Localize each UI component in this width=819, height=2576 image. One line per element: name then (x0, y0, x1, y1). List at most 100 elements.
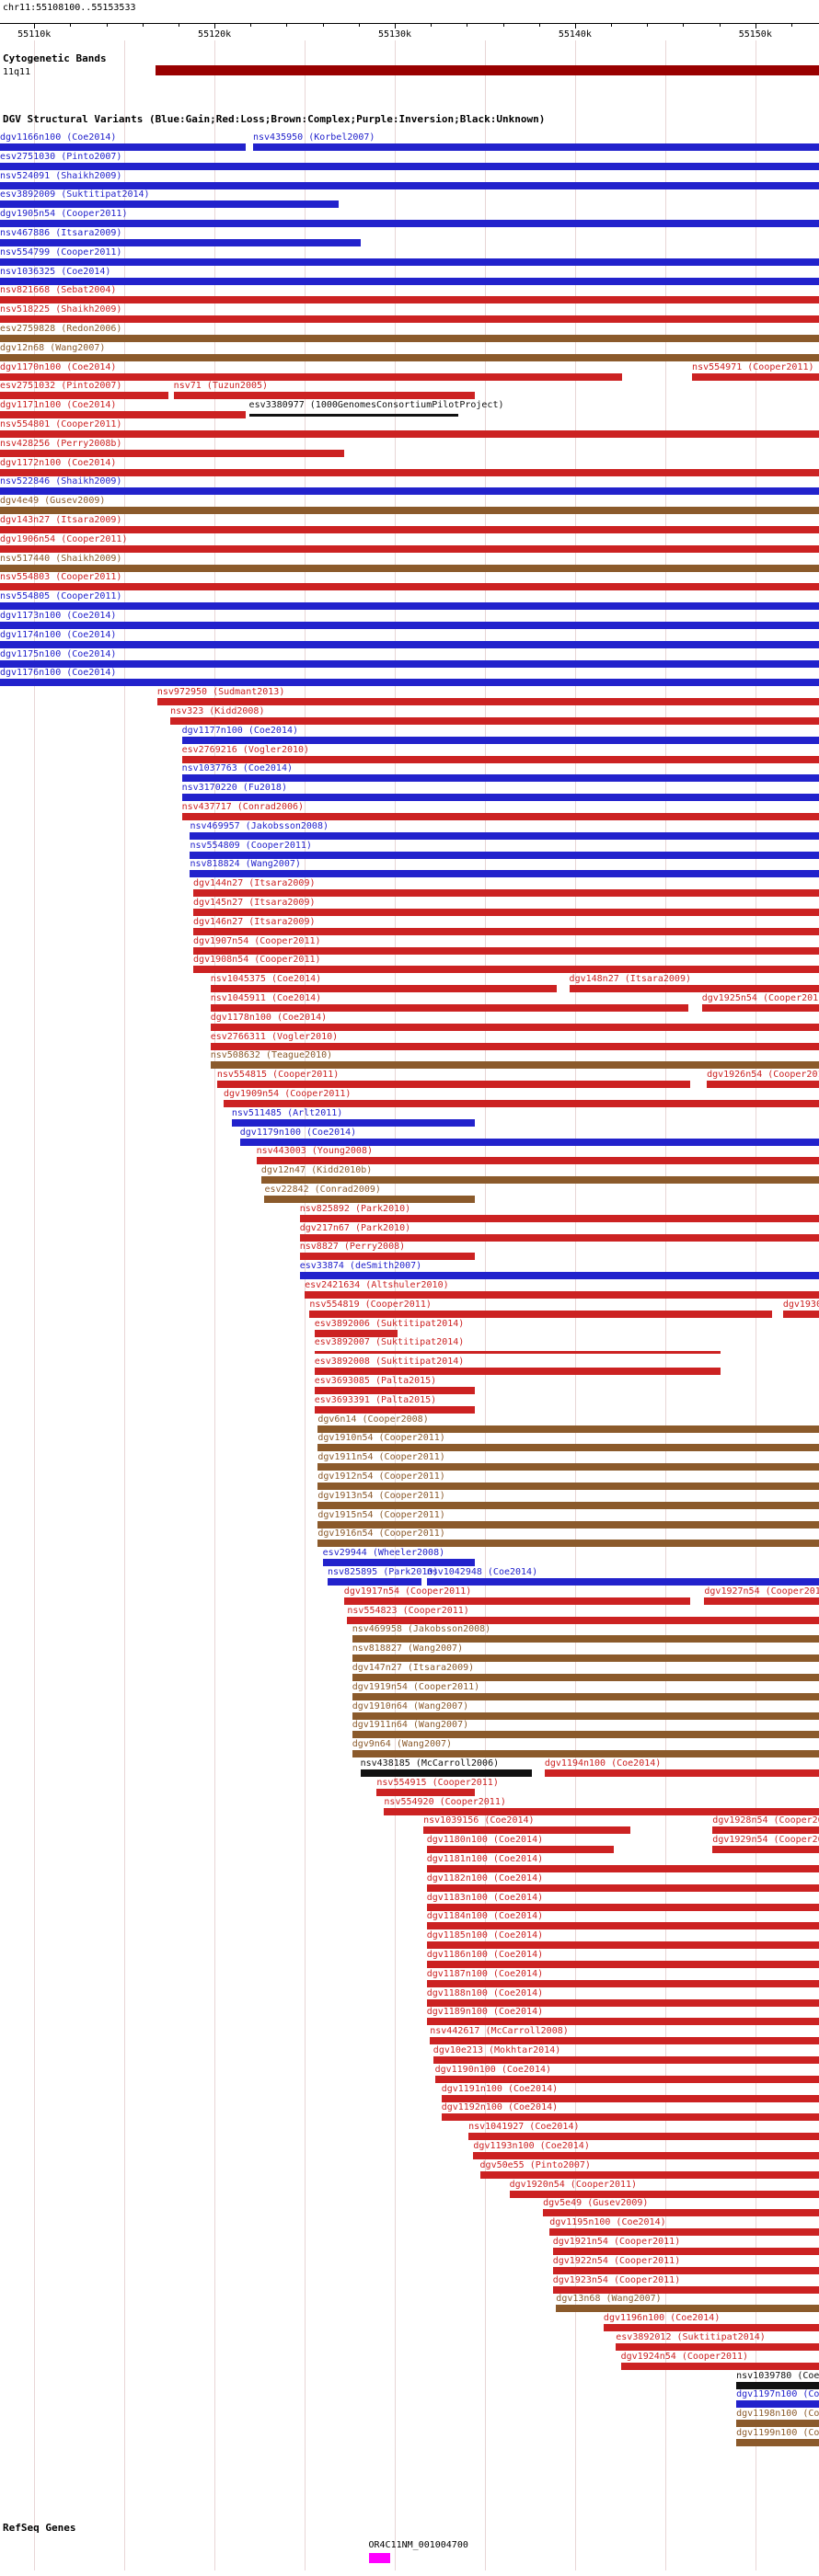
gene-box[interactable] (368, 2553, 390, 2563)
variant-bar[interactable] (426, 1865, 819, 1872)
variant-bar[interactable] (426, 1961, 819, 1968)
variant-label[interactable]: nsv1045911 (Coe2014) (210, 993, 322, 1003)
variant-bar[interactable] (603, 2324, 819, 2332)
variant-label[interactable]: nsv3170220 (Fu2018) (181, 783, 287, 794)
variant-bar[interactable] (193, 927, 819, 935)
variant-bar[interactable] (0, 353, 819, 361)
variant-label[interactable]: dgv1924n54 (Cooper2011) (620, 2351, 749, 2362)
variant-label[interactable]: nsv435950 (Korbel2007) (253, 132, 375, 143)
variant-label[interactable]: nsv508632 (Teague2010) (210, 1050, 333, 1061)
variant-bar[interactable] (0, 335, 819, 342)
variant-bar[interactable] (181, 794, 819, 802)
variant-label[interactable]: dgv1909n54 (Cooper2011) (223, 1089, 352, 1099)
variant-label[interactable]: esv2766311 (Vogler2010) (210, 1031, 339, 1042)
variant-label[interactable]: dgv1926n54 (Cooper2011) (707, 1070, 819, 1081)
variant-label[interactable]: nsv437717 (Conrad2006) (181, 802, 305, 812)
variant-bar[interactable] (0, 583, 819, 591)
variant-label[interactable]: nsv972950 (Sudmant2013) (156, 687, 285, 698)
variant-label[interactable]: esv22842 (Conrad2009) (264, 1185, 381, 1195)
variant-label[interactable]: nsv511485 (Arlt2011) (231, 1107, 343, 1118)
variant-bar[interactable] (0, 679, 819, 687)
variant-label[interactable]: dgv1175n100 (Coe2014) (0, 648, 117, 659)
variant-bar[interactable] (0, 564, 819, 572)
variant-label[interactable]: nsv1036325 (Coe2014) (0, 266, 111, 277)
variant-bar[interactable] (309, 1310, 773, 1318)
variant-bar[interactable] (193, 966, 819, 974)
variant-bar[interactable] (434, 2075, 819, 2083)
variant-label[interactable]: nsv825895 (Park2010) (328, 1567, 439, 1577)
variant-bar[interactable] (347, 1616, 819, 1624)
variant-bar[interactable] (0, 372, 623, 381)
variant-label[interactable]: dgv217n67 (Park2010) (299, 1222, 411, 1233)
variant-bar[interactable] (181, 813, 819, 820)
variant-label[interactable]: dgv6n14 (Cooper2008) (317, 1414, 429, 1425)
variant-bar[interactable] (173, 392, 476, 400)
variant-label[interactable]: dgv146n27 (Itsara2009) (193, 916, 316, 927)
variant-bar[interactable] (299, 1272, 819, 1280)
variant-label[interactable]: dgv1170n100 (Coe2014) (0, 361, 117, 372)
variant-label[interactable]: dgv1923n54 (Cooper2011) (552, 2274, 681, 2285)
variant-bar[interactable] (433, 2056, 819, 2064)
variant-label[interactable]: dgv1927n54 (Cooper2011) (704, 1586, 819, 1597)
variant-bar[interactable] (170, 717, 819, 725)
variant-bar[interactable] (210, 1023, 819, 1031)
variant-bar[interactable] (0, 220, 819, 228)
variant-bar[interactable] (223, 1100, 819, 1107)
variant-label[interactable]: dgv1916n54 (Cooper2011) (317, 1528, 445, 1540)
variant-label[interactable]: dgv1915n54 (Cooper2011) (317, 1509, 445, 1520)
variant-label[interactable]: esv3892012 (Suktitipat2014) (616, 2332, 766, 2342)
variant-label[interactable]: dgv1929n54 (Cooper2011) (712, 1835, 819, 1846)
variant-bar[interactable] (343, 1597, 691, 1605)
variant-bar[interactable] (0, 392, 169, 400)
variant-bar[interactable] (692, 372, 819, 381)
variant-bar[interactable] (441, 2113, 819, 2122)
variant-bar[interactable] (0, 602, 819, 611)
variant-bar[interactable] (0, 468, 819, 476)
variant-label[interactable]: nsv469957 (Jakobsson2008) (190, 820, 329, 831)
variant-label[interactable]: dgv1174n100 (Coe2014) (0, 629, 117, 640)
variant-bar[interactable] (360, 1769, 533, 1777)
variant-label[interactable]: nsv1037763 (Coe2014) (181, 763, 293, 774)
variant-label[interactable]: dgv1925n54 (Cooper2011) (701, 993, 819, 1003)
variant-label[interactable]: nsv469958 (Jakobsson2008) (352, 1624, 491, 1635)
variant-label[interactable]: dgv1910n64 (Wang2007) (352, 1700, 469, 1712)
variant-label[interactable]: nsv1045375 (Coe2014) (210, 974, 322, 985)
variant-bar[interactable] (317, 1425, 819, 1433)
variant-label[interactable]: nsv1042948 (Coe2014) (426, 1567, 538, 1577)
variant-label[interactable]: nsv438185 (McCarroll2006) (360, 1758, 500, 1769)
variant-label[interactable]: esv3892009 (Suktitipat2014) (0, 189, 150, 200)
variant-bar[interactable] (0, 411, 246, 419)
variant-bar[interactable] (260, 1176, 819, 1185)
variant-label[interactable]: dgv1197n100 (Coe2014) (736, 2389, 819, 2400)
variant-bar[interactable] (782, 1310, 819, 1318)
variant-label[interactable]: esv2751030 (Pinto2007) (0, 151, 122, 162)
variant-label[interactable]: dgv1930n54 (Cooper2011) (782, 1299, 819, 1310)
variant-label[interactable]: dgv12n47 (Kidd2010b) (260, 1165, 373, 1176)
variant-label[interactable]: dgv143n27 (Itsara2009) (0, 515, 122, 525)
variant-label[interactable]: nsv522846 (Shaikh2009) (0, 476, 122, 487)
variant-label[interactable]: dgv1928n54 (Cooper2011) (712, 1815, 819, 1826)
variant-bar[interactable] (0, 487, 819, 496)
variant-label[interactable]: nsv554971 (Cooper2011) (692, 361, 814, 372)
variant-bar[interactable] (352, 1635, 819, 1643)
variant-label[interactable]: nsv554915 (Cooper2011) (376, 1777, 499, 1788)
variant-bar[interactable] (190, 851, 819, 859)
variant-label[interactable]: nsv71 (Tuzun2005) (173, 381, 269, 392)
variant-label[interactable]: nsv442617 (McCarroll2008) (430, 2026, 569, 2037)
variant-label[interactable]: dgv1196n100 (Coe2014) (603, 2313, 721, 2324)
variant-bar[interactable] (552, 2285, 819, 2294)
variant-label[interactable]: dgv1905n54 (Cooper2011) (0, 209, 128, 220)
variant-label[interactable]: dgv144n27 (Itsara2009) (193, 878, 316, 889)
variant-bar[interactable] (0, 162, 819, 170)
variant-bar[interactable] (426, 1922, 819, 1930)
variant-bar[interactable] (299, 1233, 819, 1242)
variant-label[interactable]: dgv1179n100 (Coe2014) (239, 1127, 357, 1138)
variant-bar[interactable] (543, 2209, 819, 2217)
variant-label[interactable]: nsv818827 (Wang2007) (352, 1643, 464, 1654)
variant-label[interactable]: dgv1177n100 (Coe2014) (181, 725, 299, 736)
variant-bar[interactable] (736, 2439, 819, 2446)
variant-label[interactable]: nsv1039780 (Coe2014) (736, 2370, 819, 2381)
variant-bar[interactable] (473, 2152, 819, 2159)
variant-label[interactable]: dgv1912n54 (Cooper2011) (317, 1471, 445, 1482)
variant-bar[interactable] (352, 1750, 819, 1758)
